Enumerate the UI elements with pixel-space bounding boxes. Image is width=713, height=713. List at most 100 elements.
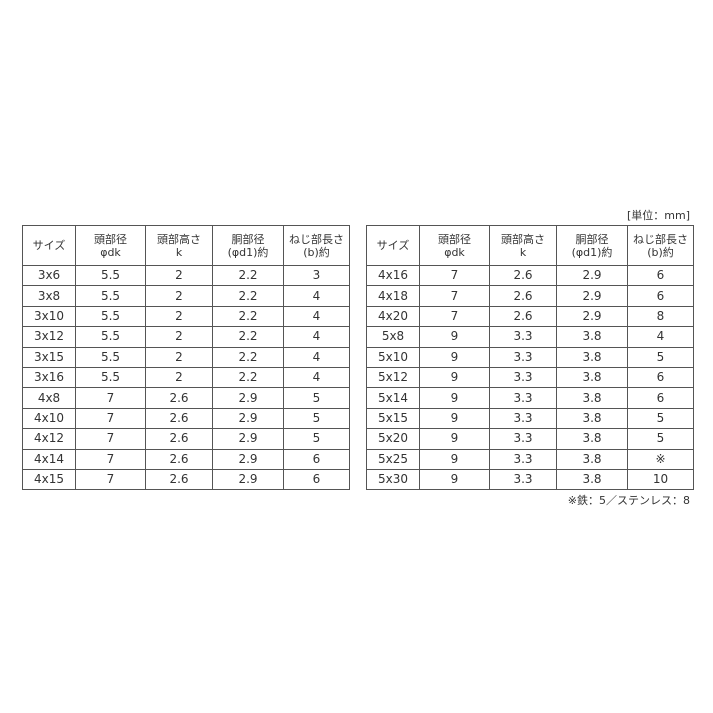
cell: 3.3 <box>489 346 557 368</box>
header-cell: サイズ <box>22 225 76 266</box>
cell: 2.6 <box>489 264 557 287</box>
cell: 2.9 <box>212 387 284 409</box>
cell: 2.6 <box>145 428 213 450</box>
header-cell: 胴部径 (φd1)約 <box>556 225 628 266</box>
cell: 7 <box>419 264 490 287</box>
cell: 5 <box>627 407 694 430</box>
cell: 3.3 <box>489 366 557 389</box>
cell: 4 <box>283 285 350 307</box>
cell: 3x12 <box>22 326 76 348</box>
cell: 7 <box>419 285 490 307</box>
cell: 5.5 <box>75 366 146 389</box>
cell: 9 <box>419 448 490 470</box>
cell: 2.9 <box>212 468 284 491</box>
cell: 4x20 <box>366 305 420 328</box>
cell: ※ <box>627 448 694 470</box>
cell: 3.3 <box>489 387 557 409</box>
cell: 3.3 <box>489 326 557 348</box>
cell: 2 <box>145 305 213 328</box>
data-row: 5x20 9 3.3 3.8 5 <box>366 428 694 450</box>
cell: 9 <box>419 366 490 389</box>
cell: 9 <box>419 468 490 491</box>
cell: 4 <box>283 305 350 328</box>
cell: 5x20 <box>366 428 420 450</box>
cell: 2 <box>145 366 213 389</box>
header-line: 頭部高さ <box>501 232 545 246</box>
cell: 7 <box>75 448 146 470</box>
header-line: 頭部径 <box>438 232 471 246</box>
cell: 5x30 <box>366 468 420 491</box>
cell: 5.5 <box>75 346 146 368</box>
header-line: ねじ部長さ <box>289 232 344 246</box>
data-row: 4x8 7 2.6 2.9 5 <box>22 387 350 409</box>
cell: 6 <box>283 468 350 491</box>
cell: 2.2 <box>212 366 284 389</box>
data-row: 4x16 7 2.6 2.9 6 <box>366 264 694 287</box>
cell: 5 <box>283 428 350 450</box>
cell: 3.3 <box>489 468 557 491</box>
data-row: 5x12 9 3.3 3.8 6 <box>366 366 694 389</box>
cell: 4x12 <box>22 428 76 450</box>
cell: 7 <box>75 387 146 409</box>
cell: 2.9 <box>556 264 628 287</box>
cell: 4x15 <box>22 468 76 491</box>
cell: 2.6 <box>145 468 213 491</box>
header-line: (φd1)約 <box>571 245 613 259</box>
cell: 2 <box>145 346 213 368</box>
cell: 4x14 <box>22 448 76 470</box>
data-row: 4x10 7 2.6 2.9 5 <box>22 407 350 430</box>
cell: 5.5 <box>75 285 146 307</box>
cell: 3x15 <box>22 346 76 368</box>
cell: 9 <box>419 387 490 409</box>
data-row: 5x30 9 3.3 3.8 10 <box>366 468 694 491</box>
cell: 4 <box>283 346 350 368</box>
unit-label: [単位：mm] <box>626 209 690 222</box>
cell: 2.9 <box>212 407 284 430</box>
header-line: 頭部高さ <box>157 232 201 246</box>
header-line: (φd1)約 <box>227 245 269 259</box>
cell: 5.5 <box>75 264 146 287</box>
data-row: 5x8 9 3.3 3.8 4 <box>366 326 694 348</box>
header-cell: サイズ <box>366 225 420 266</box>
data-row: 3x16 5.5 2 2.2 4 <box>22 366 350 389</box>
cell: 4x10 <box>22 407 76 430</box>
data-row: 4x14 7 2.6 2.9 6 <box>22 448 350 470</box>
cell: 5x8 <box>366 326 420 348</box>
cell: 5x10 <box>366 346 420 368</box>
header-line: サイズ <box>32 239 66 252</box>
cell: 3.8 <box>556 387 628 409</box>
cell: 5.5 <box>75 326 146 348</box>
header-cell: ねじ部長さ (b)約 <box>627 225 694 266</box>
cell: 2.2 <box>212 305 284 328</box>
cell: 4 <box>283 366 350 389</box>
cell: 3.8 <box>556 468 628 491</box>
cell: 9 <box>419 326 490 348</box>
cell: 4 <box>627 326 694 348</box>
cell: 2 <box>145 264 213 287</box>
cell: 2.9 <box>556 285 628 307</box>
cell: 4x8 <box>22 387 76 409</box>
header-cell: 胴部径 (φd1)約 <box>212 225 284 266</box>
cell: 3.8 <box>556 346 628 368</box>
data-row: 3x15 5.5 2 2.2 4 <box>22 346 350 368</box>
cell: 5x14 <box>366 387 420 409</box>
cell: 2.2 <box>212 326 284 348</box>
spec-table: サイズ 頭部径 φdk 頭部高さ k 胴部径 (φd1)約 ねじ部長さ (b)約 3x6 5.5 2 2… <box>22 225 350 491</box>
cell: 6 <box>627 264 694 287</box>
header-line: 胴部径 <box>575 232 609 246</box>
cell: 2.9 <box>212 428 284 450</box>
cell: 5x25 <box>366 448 420 470</box>
cell: 2.9 <box>212 448 284 470</box>
cell: 5.5 <box>75 305 146 328</box>
cell: 2.9 <box>556 305 628 328</box>
cell: 2.2 <box>212 264 284 287</box>
cell: 4x18 <box>366 285 420 307</box>
header-line: 胴部径 <box>231 232 265 246</box>
data-row: 3x12 5.5 2 2.2 4 <box>22 326 350 348</box>
cell: 3.8 <box>556 448 628 470</box>
header-line: k <box>175 245 183 259</box>
cell: 2 <box>145 326 213 348</box>
cell: 3x10 <box>22 305 76 328</box>
data-row: 3x6 5.5 2 2.2 3 <box>22 264 350 287</box>
